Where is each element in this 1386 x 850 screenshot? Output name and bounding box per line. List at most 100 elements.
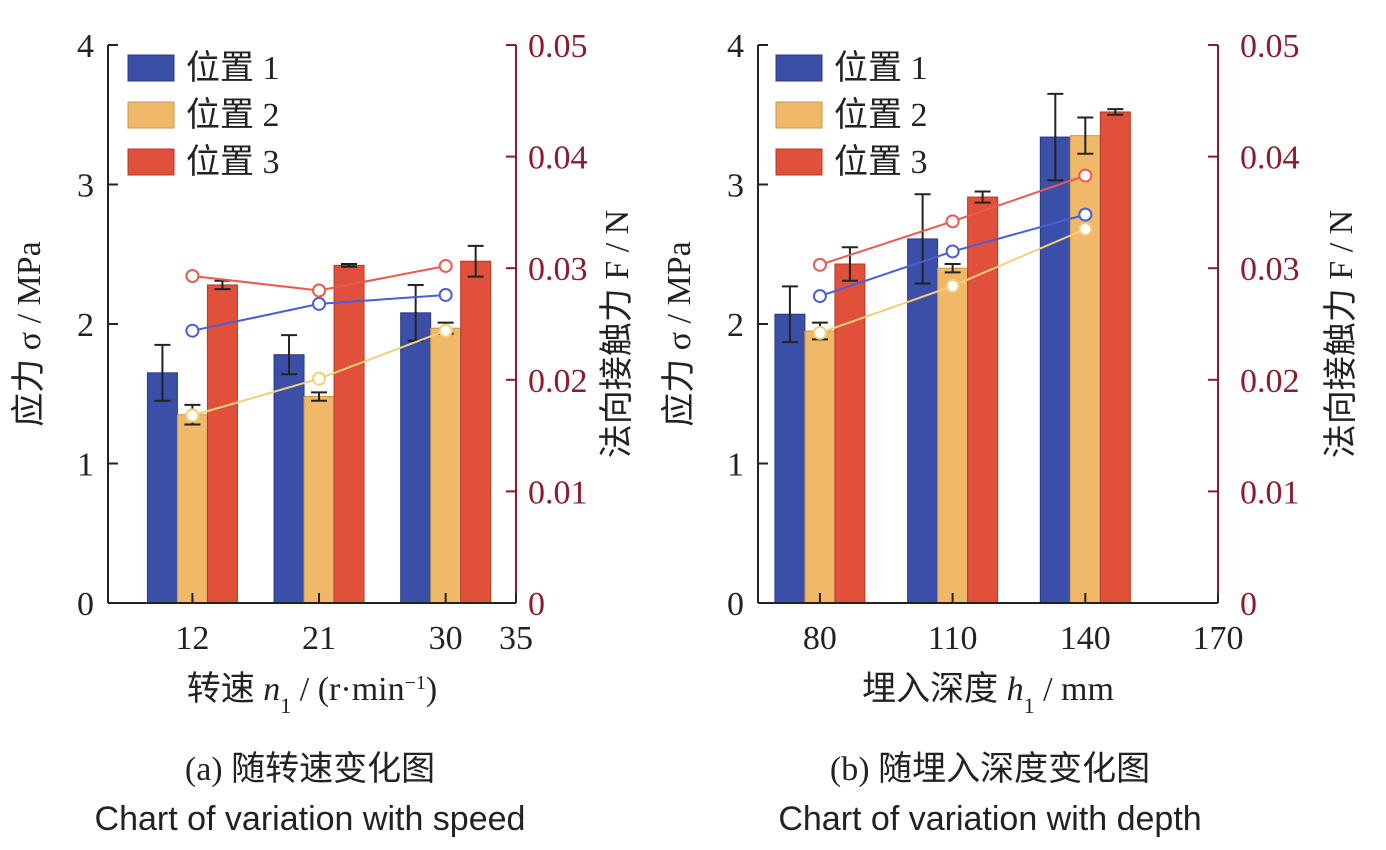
y2-tick-label: 0.04 [1240,140,1300,177]
bar-pos1 [146,372,178,604]
legend-swatch-pos3 [127,148,175,176]
y2-tick-label: 0.03 [528,251,588,288]
x-axis-label: 埋入深度 h1 / mm [862,670,1114,718]
x-tick-label: 12 [175,620,209,657]
force-point [312,283,327,298]
y-tick-label: 0 [727,586,744,623]
force-point [812,289,827,304]
legend-label-pos1: 位置 1 [834,49,928,87]
x-tick-label: 21 [302,620,336,657]
bar-pos2 [430,327,462,604]
force-point [945,279,960,294]
y-tick-label: 4 [77,28,94,65]
y-tick-label: 2 [727,307,744,344]
force-point [812,257,827,272]
x-axis-label-part: 1 [280,693,291,718]
chart-panel-b: 0 1 2 3 4 0 0.01 0.02 0.03 0.04 0.05 80 110 140 170 应力 … [660,28,1360,838]
legend-label-pos2: 位置 2 [834,96,928,134]
y-tick-label: 2 [77,307,94,344]
y2-tick-label: 0.04 [528,140,588,177]
x-axis-label-part: −1 [405,672,426,694]
x-tick-label: 170 [1193,620,1244,657]
force-point [1078,168,1093,183]
y-tick-label: 1 [77,447,94,484]
bar-pos1 [400,312,432,604]
caption-zh: (b) 随埋入深度变化图 [830,750,1150,788]
y2-axis-label: 法向接触力 F / N [1322,210,1360,458]
bar-pos2 [303,396,335,604]
y2-axis-label: 法向接触力 F / N [598,210,636,458]
x-axis-label-part: ) [426,671,437,708]
y2-tick-label: 0.02 [1240,363,1300,400]
x-axis-label-part: / mm [1035,671,1114,708]
y2-tick-label: 0 [1240,586,1257,623]
y2-tick-label: 0 [528,586,545,623]
force-point [312,296,327,311]
y-tick-label: 3 [727,168,744,205]
force-point [812,325,827,340]
force-point [945,244,960,259]
caption-en: Chart of variation with speed [95,800,526,838]
bar-pos1 [1039,136,1071,604]
x-tick-label: 110 [928,620,978,657]
legend-swatch-pos1 [775,54,823,82]
bar-pos3 [206,284,238,604]
y-tick-label: 0 [77,586,94,623]
legend-label-pos2: 位置 2 [186,96,280,134]
force-point [438,323,453,338]
y2-tick-label: 0.05 [528,28,588,65]
x-axis-label-part: 转速 [187,670,264,708]
legend-swatch-pos3 [775,148,823,176]
y2-tick-label: 0.03 [1240,251,1300,288]
caption-zh: (a) 随转速变化图 [185,750,435,788]
x-axis-label-part: 1 [1024,693,1035,718]
legend-label-pos3: 位置 3 [834,143,928,181]
y-tick-label: 4 [727,28,744,65]
x-axis-label-part: / (r·min [291,671,404,708]
bar-pos1 [774,313,806,604]
legend-label-pos1: 位置 1 [186,49,280,87]
y2-tick-label: 0.01 [1240,474,1300,511]
force-point [185,323,200,338]
force-point [945,214,960,229]
bar-pos2 [804,330,836,604]
y2-tick-label: 0.05 [1240,28,1300,65]
bar-pos3 [967,196,999,604]
force-point [438,287,453,302]
bar-pos2 [1069,135,1101,604]
legend-label-pos3: 位置 3 [186,143,280,181]
y-axis-label: 应力 σ / MPa [660,241,698,427]
force-point [1078,207,1093,222]
bar-pos3 [1099,111,1131,604]
bar-pos2 [937,267,969,604]
y-tick-label: 1 [727,447,744,484]
x-axis-label-part: 埋入深度 [862,670,1007,708]
x-axis-label: 转速 n1 / (r·min−1) [187,670,437,718]
y2-tick-label: 0.02 [528,363,588,400]
legend-swatch-pos2 [775,101,823,129]
y-tick-label: 3 [77,168,94,205]
x-tick-label: 30 [429,620,463,657]
x-tick-label: 35 [499,620,533,657]
x-axis-label-part: n [263,671,280,708]
force-point [312,371,327,386]
bar-pos2 [176,414,208,604]
caption-en: Chart of variation with depth [778,800,1201,838]
force-point [185,408,200,423]
bar-pos3 [834,263,866,604]
x-tick-label: 140 [1060,620,1111,657]
bar-pos1 [273,354,305,604]
force-point [1078,222,1093,237]
legend-swatch-pos2 [127,101,175,129]
x-tick-label: 80 [803,620,837,657]
legend-swatch-pos1 [127,54,175,82]
bar-pos3 [460,260,492,604]
force-point [185,269,200,284]
y2-tick-label: 0.01 [528,474,588,511]
bar-pos3 [333,264,365,604]
y-axis-label: 应力 σ / MPa [10,241,48,427]
force-point [438,258,453,273]
x-axis-label-part: h [1007,671,1024,708]
